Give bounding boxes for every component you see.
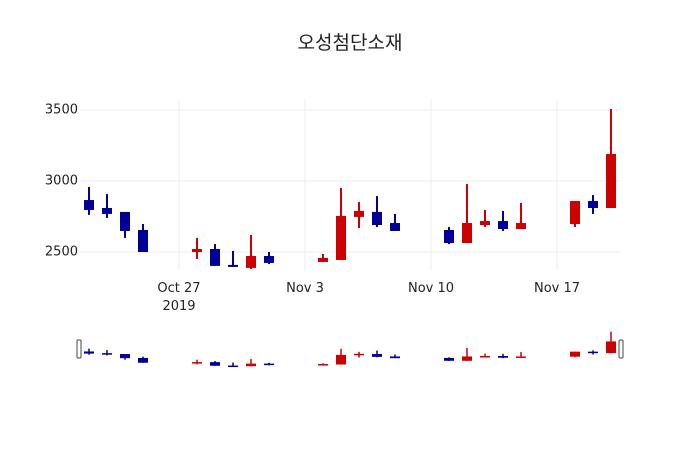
range-slider[interactable] [76,331,624,368]
candle-increasing[interactable] [462,183,472,244]
candle-body [192,249,202,252]
candle-decreasing[interactable] [102,194,112,218]
candle-increasing[interactable] [516,203,526,229]
candle-increasing[interactable] [246,234,256,269]
range-slider-left-handle[interactable] [76,339,82,359]
x-tick-label: Oct 27 2019 [157,281,201,314]
y-tick-label: 3500 [44,102,78,118]
candle-body [606,154,616,208]
candle-increasing[interactable] [606,109,616,208]
slider-candle-body [354,353,364,356]
slider-candle-body [318,364,328,366]
candle-body [264,255,274,263]
y-tick-label: 3000 [44,173,78,189]
gridlines [80,99,620,270]
slider-candle-body [246,363,256,367]
candle-decreasing[interactable] [588,195,598,214]
candle-body [390,223,400,231]
candle-increasing[interactable] [192,237,202,259]
slider-candle-body [210,362,220,366]
x-tick-label: Nov 3 [286,281,324,296]
slider-candle-body [462,356,472,361]
slider-candle-body [228,365,238,368]
candle-decreasing[interactable] [120,211,130,238]
candle-decreasing[interactable] [444,227,454,245]
slider-candle-body [444,357,454,361]
y-tick-label: 2500 [44,244,78,260]
candle-decreasing[interactable] [84,186,94,215]
slider-candle-body [102,353,112,355]
slider-candle-body [390,356,400,359]
candle-body [138,229,148,252]
candle-increasing[interactable] [570,201,580,228]
candle-body [228,264,238,267]
candle-body [246,255,256,268]
candle-body [516,223,526,229]
candle-body [84,200,94,210]
candle-decreasing[interactable] [138,224,148,252]
candle-increasing[interactable] [318,253,328,262]
slider-candle-body [264,363,274,366]
x-tick-label: Nov 17 [533,281,581,296]
slider-candle-body [480,356,490,358]
candle-body [372,211,382,226]
candle-body [318,257,328,262]
candle-body [120,211,130,231]
candle-body [570,201,580,225]
candle-body [102,207,112,214]
candle-body [480,221,490,226]
range-slider-right-handle[interactable] [618,339,624,359]
slider-candle-body [516,356,526,358]
candle-body [498,221,508,229]
slider-candle-body [570,351,580,357]
x-tick-label: Nov 10 [407,281,455,296]
slider-candle-body [606,341,616,354]
slider-candle-body [372,354,382,357]
candle-increasing[interactable] [336,187,346,260]
slider-candle-body [138,357,148,363]
candle-decreasing[interactable] [228,251,238,267]
candle-body [588,201,598,208]
slider-candle-body [192,362,202,364]
candle-decreasing[interactable] [264,252,274,264]
slider-candle-body [498,356,508,358]
candle-body [354,210,364,217]
slider-candle-body [336,354,346,365]
candle-body [336,215,346,260]
candle-increasing[interactable] [354,202,364,229]
slider-candle-body [84,351,94,354]
candle-decreasing[interactable] [372,196,382,228]
candle-increasing[interactable] [480,209,490,228]
candle-body [462,223,472,244]
candlestick-series[interactable] [84,109,616,269]
slider-candle-body [588,351,598,354]
candle-body [210,249,220,266]
candle-body [444,229,454,244]
candle-decreasing[interactable] [390,213,400,231]
candle-decreasing[interactable] [498,210,508,231]
chart-title: 오성첨단소재 [297,32,403,54]
candle-decreasing[interactable] [210,244,220,266]
slider-candle-body [120,354,130,359]
